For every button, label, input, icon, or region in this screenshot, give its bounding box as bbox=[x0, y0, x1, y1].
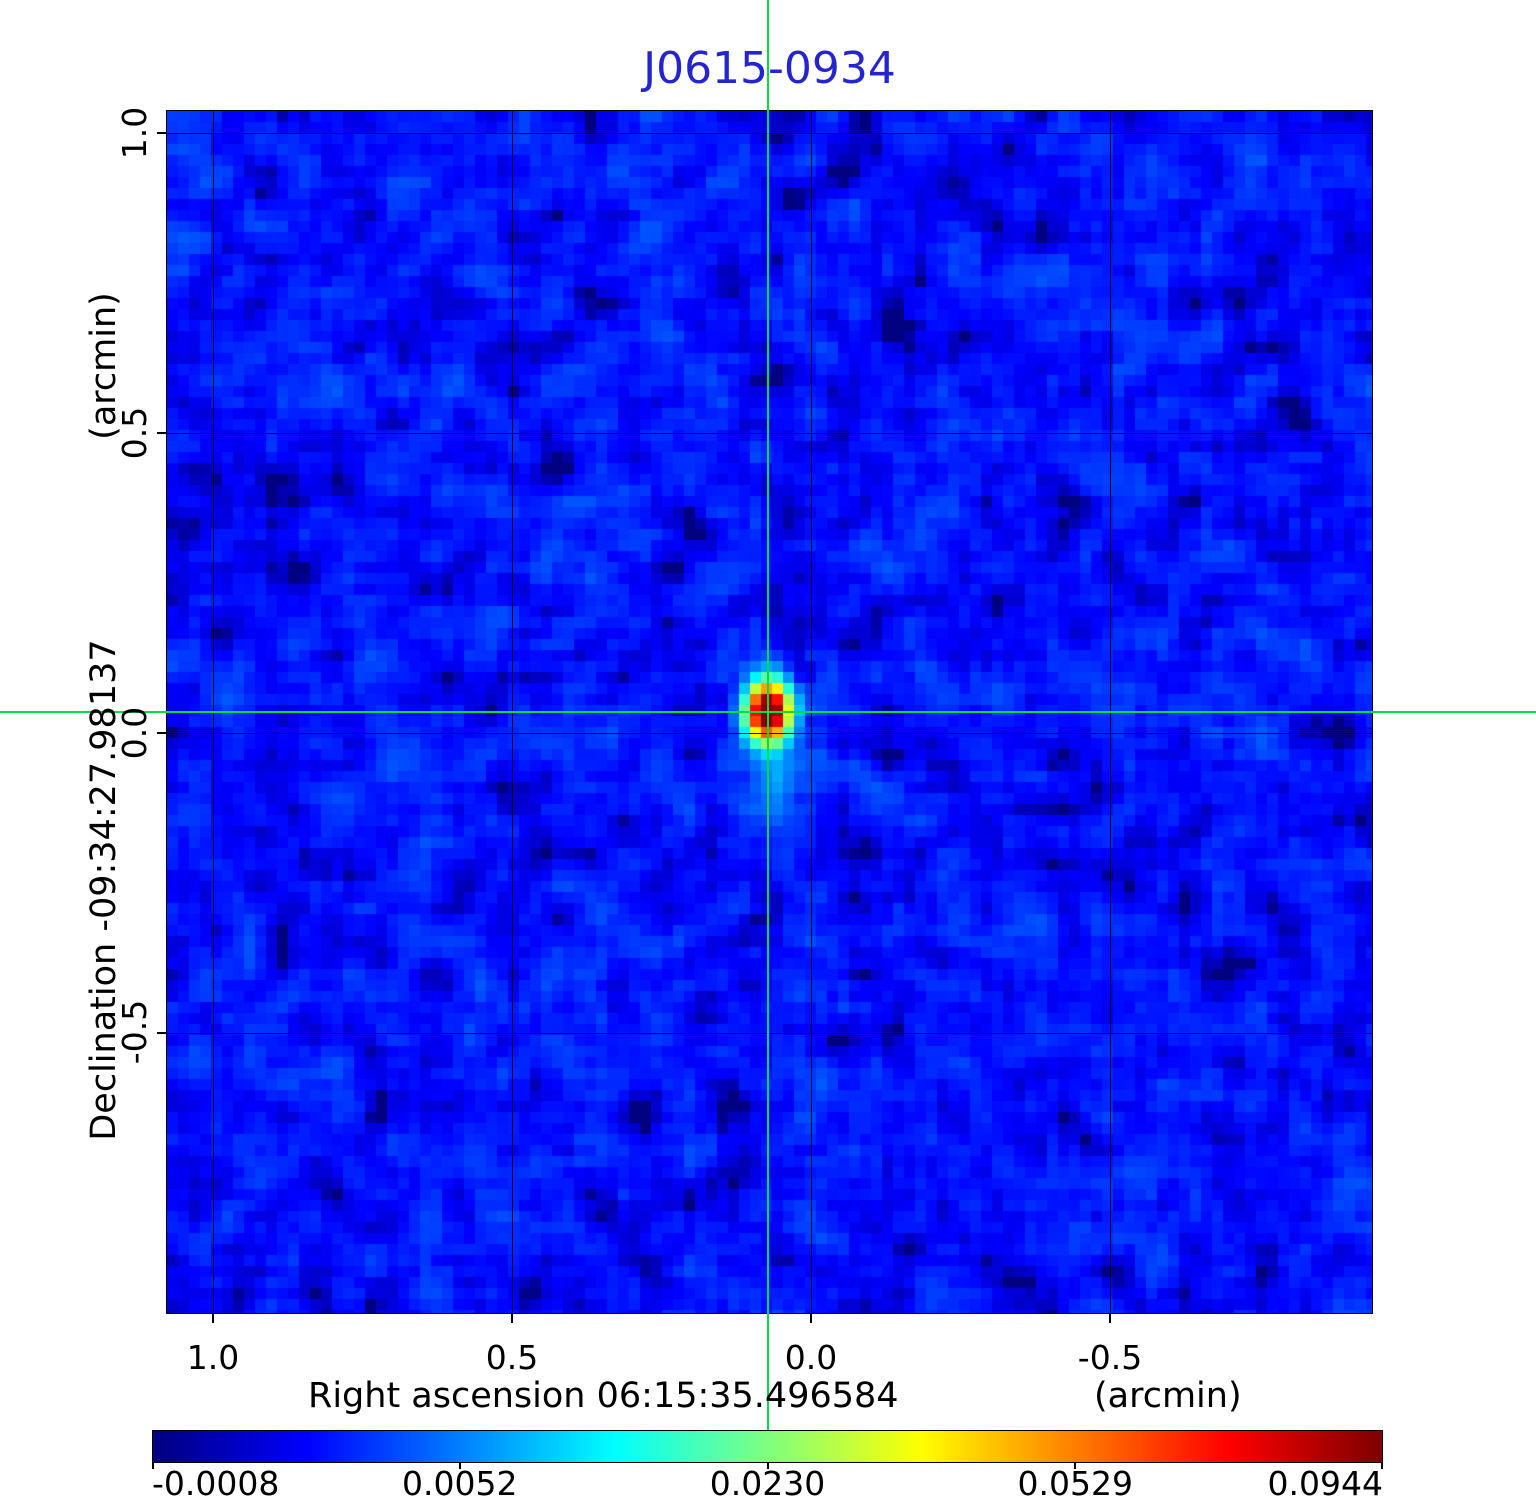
x-tick-label-0.0: 0.0 bbox=[784, 1338, 838, 1377]
colorbar-tick-label-2: 0.0230 bbox=[709, 1464, 826, 1500]
y-axis-title-declination: Declination -09:34:27.98137 bbox=[84, 639, 124, 1141]
colorbar-tick-2 bbox=[766, 1463, 769, 1469]
figure-title: J0615-0934 bbox=[643, 43, 896, 94]
gridline-horizontal-0 bbox=[167, 732, 1372, 734]
colorbar-labels-row: -0.0008 0.0052 0.0230 0.0529 0.0944 bbox=[152, 1464, 1383, 1500]
crosshair-vertical-line bbox=[767, 0, 769, 1430]
colorbar-tick-3 bbox=[1073, 1463, 1076, 1469]
gridline-horizontal-0.5 bbox=[167, 433, 1372, 435]
x-tick-label-0.5: 0.5 bbox=[485, 1338, 539, 1377]
x-tick-label--0.5: -0.5 bbox=[1077, 1338, 1143, 1377]
gridline-horizontal-1 bbox=[167, 133, 1372, 135]
x-axis-tick--0.5 bbox=[1109, 1314, 1112, 1323]
colorbar-tick-label-1: 0.0052 bbox=[402, 1464, 518, 1500]
gridline-horizontal--0.5 bbox=[167, 1032, 1372, 1034]
x-axis-tick-0 bbox=[810, 1314, 813, 1323]
colorbar-tick-label-3: 0.0529 bbox=[1017, 1464, 1133, 1500]
y-axis-tick-0 bbox=[157, 731, 166, 734]
y-axis-tick-1 bbox=[157, 132, 166, 135]
x-axis-tick-1 bbox=[212, 1314, 215, 1323]
x-tick-label-1.0: 1.0 bbox=[186, 1338, 240, 1377]
colorbar-tick-1 bbox=[459, 1463, 462, 1469]
y-axis-tick--0.5 bbox=[157, 1031, 166, 1034]
colorbar-tick-label-0: -0.0008 bbox=[152, 1464, 280, 1500]
colorbar-tick-0 bbox=[152, 1463, 154, 1469]
y-axis-tick-0.5 bbox=[157, 432, 166, 435]
y-tick-label-1.0: 1.0 bbox=[114, 106, 154, 160]
x-axis-title-right-ascension: Right ascension 06:15:35.496584 bbox=[308, 1376, 899, 1416]
x-axis-unit-label: (arcmin) bbox=[1094, 1376, 1242, 1416]
colorbar-canvas bbox=[153, 1431, 1382, 1462]
colorbar-tick-label-4: 0.0944 bbox=[1267, 1464, 1383, 1500]
colorbar bbox=[152, 1430, 1383, 1463]
y-axis-unit-label: (arcmin) bbox=[84, 292, 124, 440]
colorbar-tick-4 bbox=[1381, 1463, 1383, 1469]
crosshair-horizontal-line bbox=[0, 711, 1536, 713]
x-axis-tick-0.5 bbox=[511, 1314, 514, 1323]
